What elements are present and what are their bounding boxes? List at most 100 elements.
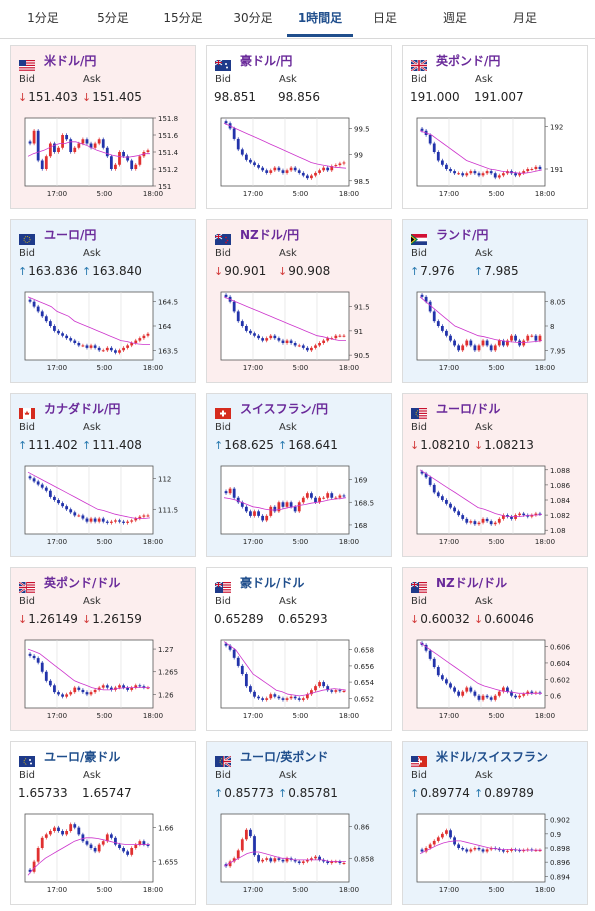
tab-1[interactable]: 5分足 xyxy=(97,11,129,25)
down-arrow-icon: ↓ xyxy=(474,439,484,452)
tab-4[interactable]: 1時間足 xyxy=(287,0,353,37)
candle xyxy=(314,497,317,503)
tab-0[interactable]: 1分足 xyxy=(27,11,59,25)
candle xyxy=(489,345,493,351)
ask-value: ↑0.89789 xyxy=(474,785,534,802)
candle xyxy=(44,834,48,838)
bid-value: ↑168.625 xyxy=(214,437,274,454)
candle xyxy=(424,848,428,852)
currency-pair-title[interactable]: スイスフラン/円 xyxy=(240,402,329,416)
rate-card-gbpjpy[interactable]: 英ポンド/円 Bid Ask 191.000 191.007 192 191 17:… xyxy=(402,45,588,209)
currency-pair-title[interactable]: 米ドル/スイスフラン xyxy=(436,750,549,764)
rate-card-nzdjpy[interactable]: NZドル/円 Bid Ask ↓90.901 ↓90.908 91.5 91 90.… xyxy=(206,219,392,383)
currency-pair-title[interactable]: 英ポンド/円 xyxy=(436,54,501,68)
down-arrow-icon: ↓ xyxy=(82,613,92,626)
x-tick-label: 5:00 xyxy=(488,712,504,720)
currency-pair-title[interactable]: ユーロ/円 xyxy=(44,228,97,242)
candlestick-chart[interactable]: 1.088 1.086 1.084 1.082 1.08 17:00 5:00 18:00 xyxy=(413,462,579,554)
candle xyxy=(322,167,326,171)
candle xyxy=(48,831,52,835)
candle xyxy=(105,147,109,157)
flag-icon xyxy=(410,56,428,72)
candle xyxy=(445,164,448,169)
candle xyxy=(28,476,32,479)
candlestick-chart[interactable]: 0.86 0.858 17:00 5:00 18:00 xyxy=(217,810,383,902)
currency-pair-title[interactable]: 豪ドル/ドル xyxy=(240,576,305,590)
tab-2[interactable]: 15分足 xyxy=(163,11,203,25)
y-tick-label: 0.656 xyxy=(354,663,375,671)
candle xyxy=(526,335,530,341)
currency-pair-title[interactable]: 英ポンド/ドル xyxy=(44,576,121,590)
candlestick-chart[interactable]: 0.606 0.604 0.602 0.6 17:00 5:00 18:00 xyxy=(413,636,579,728)
candlestick-chart[interactable]: 169 168.5 168 17:00 5:00 18:00 xyxy=(217,462,383,554)
rate-card-usdjpy[interactable]: 米ドル/円 Bid Ask ↓151.403 ↓151.405 151.8 151… xyxy=(10,45,196,209)
candle xyxy=(228,645,232,650)
currency-pair-title[interactable]: 豪ドル/円 xyxy=(240,54,293,68)
rate-card-zarjpy[interactable]: ランド/円 Bid Ask ↑7.976 ↑7.985 8.05 8 7.95 17:… xyxy=(402,219,588,383)
candle xyxy=(89,844,93,848)
candle xyxy=(273,858,277,862)
rate-card-euraud[interactable]: ユーロ/豪ドル Bid Ask 1.65733 1.65747 1.66 1.65… xyxy=(10,741,196,905)
candlestick-chart[interactable]: 151.8 151.6 151.4 151.2 151 17:00 5:00 18:00 xyxy=(21,114,187,206)
y-tick-label: 91.5 xyxy=(354,304,370,312)
candle xyxy=(134,844,138,848)
candle xyxy=(489,521,493,525)
tab-3[interactable]: 30分足 xyxy=(233,11,273,25)
candlestick-chart[interactable]: 1.66 1.655 17:00 5:00 18:00 xyxy=(21,810,187,902)
currency-pair-title[interactable]: NZドル/円 xyxy=(240,228,300,242)
rate-card-chfjpy[interactable]: スイスフラン/円 Bid Ask ↑168.625 ↑168.641 169 16… xyxy=(206,393,392,557)
rate-card-nzdusd[interactable]: NZドル/ドル Bid Ask ↓0.60032 ↓0.60046 0.606 0… xyxy=(402,567,588,731)
candlestick-chart[interactable]: 192 191 17:00 5:00 18:00 xyxy=(413,114,579,206)
currency-pair-title[interactable]: 米ドル/円 xyxy=(44,54,97,68)
rate-card-usdchf[interactable]: 米ドル/スイスフラン Bid Ask ↑0.89774 ↑0.89789 0.9… xyxy=(402,741,588,905)
bid-rate: 1.26149 xyxy=(28,612,78,626)
ask-rate: 0.89789 xyxy=(484,786,534,800)
candle xyxy=(69,139,73,152)
bid-value: ↓0.60032 xyxy=(410,611,470,628)
rate-card-gbpusd[interactable]: 英ポンド/ドル Bid Ask ↓1.26149 ↓1.26159 1.27 1.… xyxy=(10,567,196,731)
currency-pair-title[interactable]: カナダドル/円 xyxy=(44,402,121,416)
candle xyxy=(89,692,93,695)
rate-card-cadjpy[interactable]: カナダドル/円 Bid Ask ↑111.402 ↑111.408 112 111… xyxy=(10,393,196,557)
candle xyxy=(322,340,326,343)
candle xyxy=(240,149,244,155)
moving-average-line xyxy=(27,471,151,519)
candlestick-chart[interactable]: 91.5 91 90.5 17:00 5:00 18:00 xyxy=(217,288,383,380)
currency-pair-title[interactable]: ユーロ/英ポンド xyxy=(240,750,329,764)
candle xyxy=(77,343,81,346)
candle xyxy=(146,687,150,689)
candlestick-chart[interactable]: 164.5 164 163.5 17:00 5:00 18:00 xyxy=(21,288,187,380)
candle xyxy=(506,687,509,692)
rate-card-eurgbp[interactable]: ユーロ/英ポンド Bid Ask ↑0.85773 ↑0.85781 0.86 0… xyxy=(206,741,392,905)
candlestick-chart[interactable]: 0.658 0.656 0.654 0.652 17:00 5:00 18:00 xyxy=(217,636,383,728)
rate-card-eurusd[interactable]: ユーロ/ドル Bid Ask ↓1.08210 ↓1.08213 1.088 1.… xyxy=(402,393,588,557)
candle xyxy=(85,692,89,695)
tab-7[interactable]: 月足 xyxy=(512,11,537,25)
tab-5[interactable]: 日足 xyxy=(372,11,397,25)
candle xyxy=(489,848,493,850)
candle xyxy=(249,330,252,334)
currency-pair-title[interactable]: ユーロ/豪ドル xyxy=(44,750,121,764)
tab-6[interactable]: 週足 xyxy=(442,11,467,25)
currency-pair-title[interactable]: NZドル/ドル xyxy=(436,576,508,590)
y-tick-label: 168 xyxy=(354,522,367,530)
candlestick-chart[interactable]: 8.05 8 7.95 17:00 5:00 18:00 xyxy=(413,288,579,380)
candle xyxy=(253,836,256,856)
candle xyxy=(232,649,236,658)
candle xyxy=(228,861,232,867)
candlestick-chart[interactable]: 0.902 0.9 0.898 0.896 0.894 17:00 5:00 18:00 xyxy=(413,810,579,902)
currency-pair-title[interactable]: ユーロ/ドル xyxy=(436,402,501,416)
y-tick-label: 1.084 xyxy=(550,497,571,505)
candlestick-chart[interactable]: 1.27 1.265 1.26 17:00 5:00 18:00 xyxy=(21,636,187,728)
candlestick-chart[interactable]: 112 111.5 17:00 5:00 18:00 xyxy=(21,462,187,554)
rate-card-audusd[interactable]: 豪ドル/ドル Bid Ask 0.65289 0.65293 0.658 0.65… xyxy=(206,567,392,731)
rate-card-audjpy[interactable]: 豪ドル/円 Bid Ask 98.851 98.856 99.5 99 98.5 17… xyxy=(206,45,392,209)
x-tick-label: 17:00 xyxy=(439,538,459,546)
currency-pair-title[interactable]: ランド/円 xyxy=(436,228,489,242)
rate-card-eurjpy[interactable]: ユーロ/円 Bid Ask ↑163.836 ↑163.840 164.5 164… xyxy=(10,219,196,383)
candle xyxy=(81,515,85,519)
candle xyxy=(485,171,489,174)
candle xyxy=(73,687,77,693)
candle xyxy=(240,665,244,674)
candlestick-chart[interactable]: 99.5 99 98.5 17:00 5:00 18:00 xyxy=(217,114,383,206)
